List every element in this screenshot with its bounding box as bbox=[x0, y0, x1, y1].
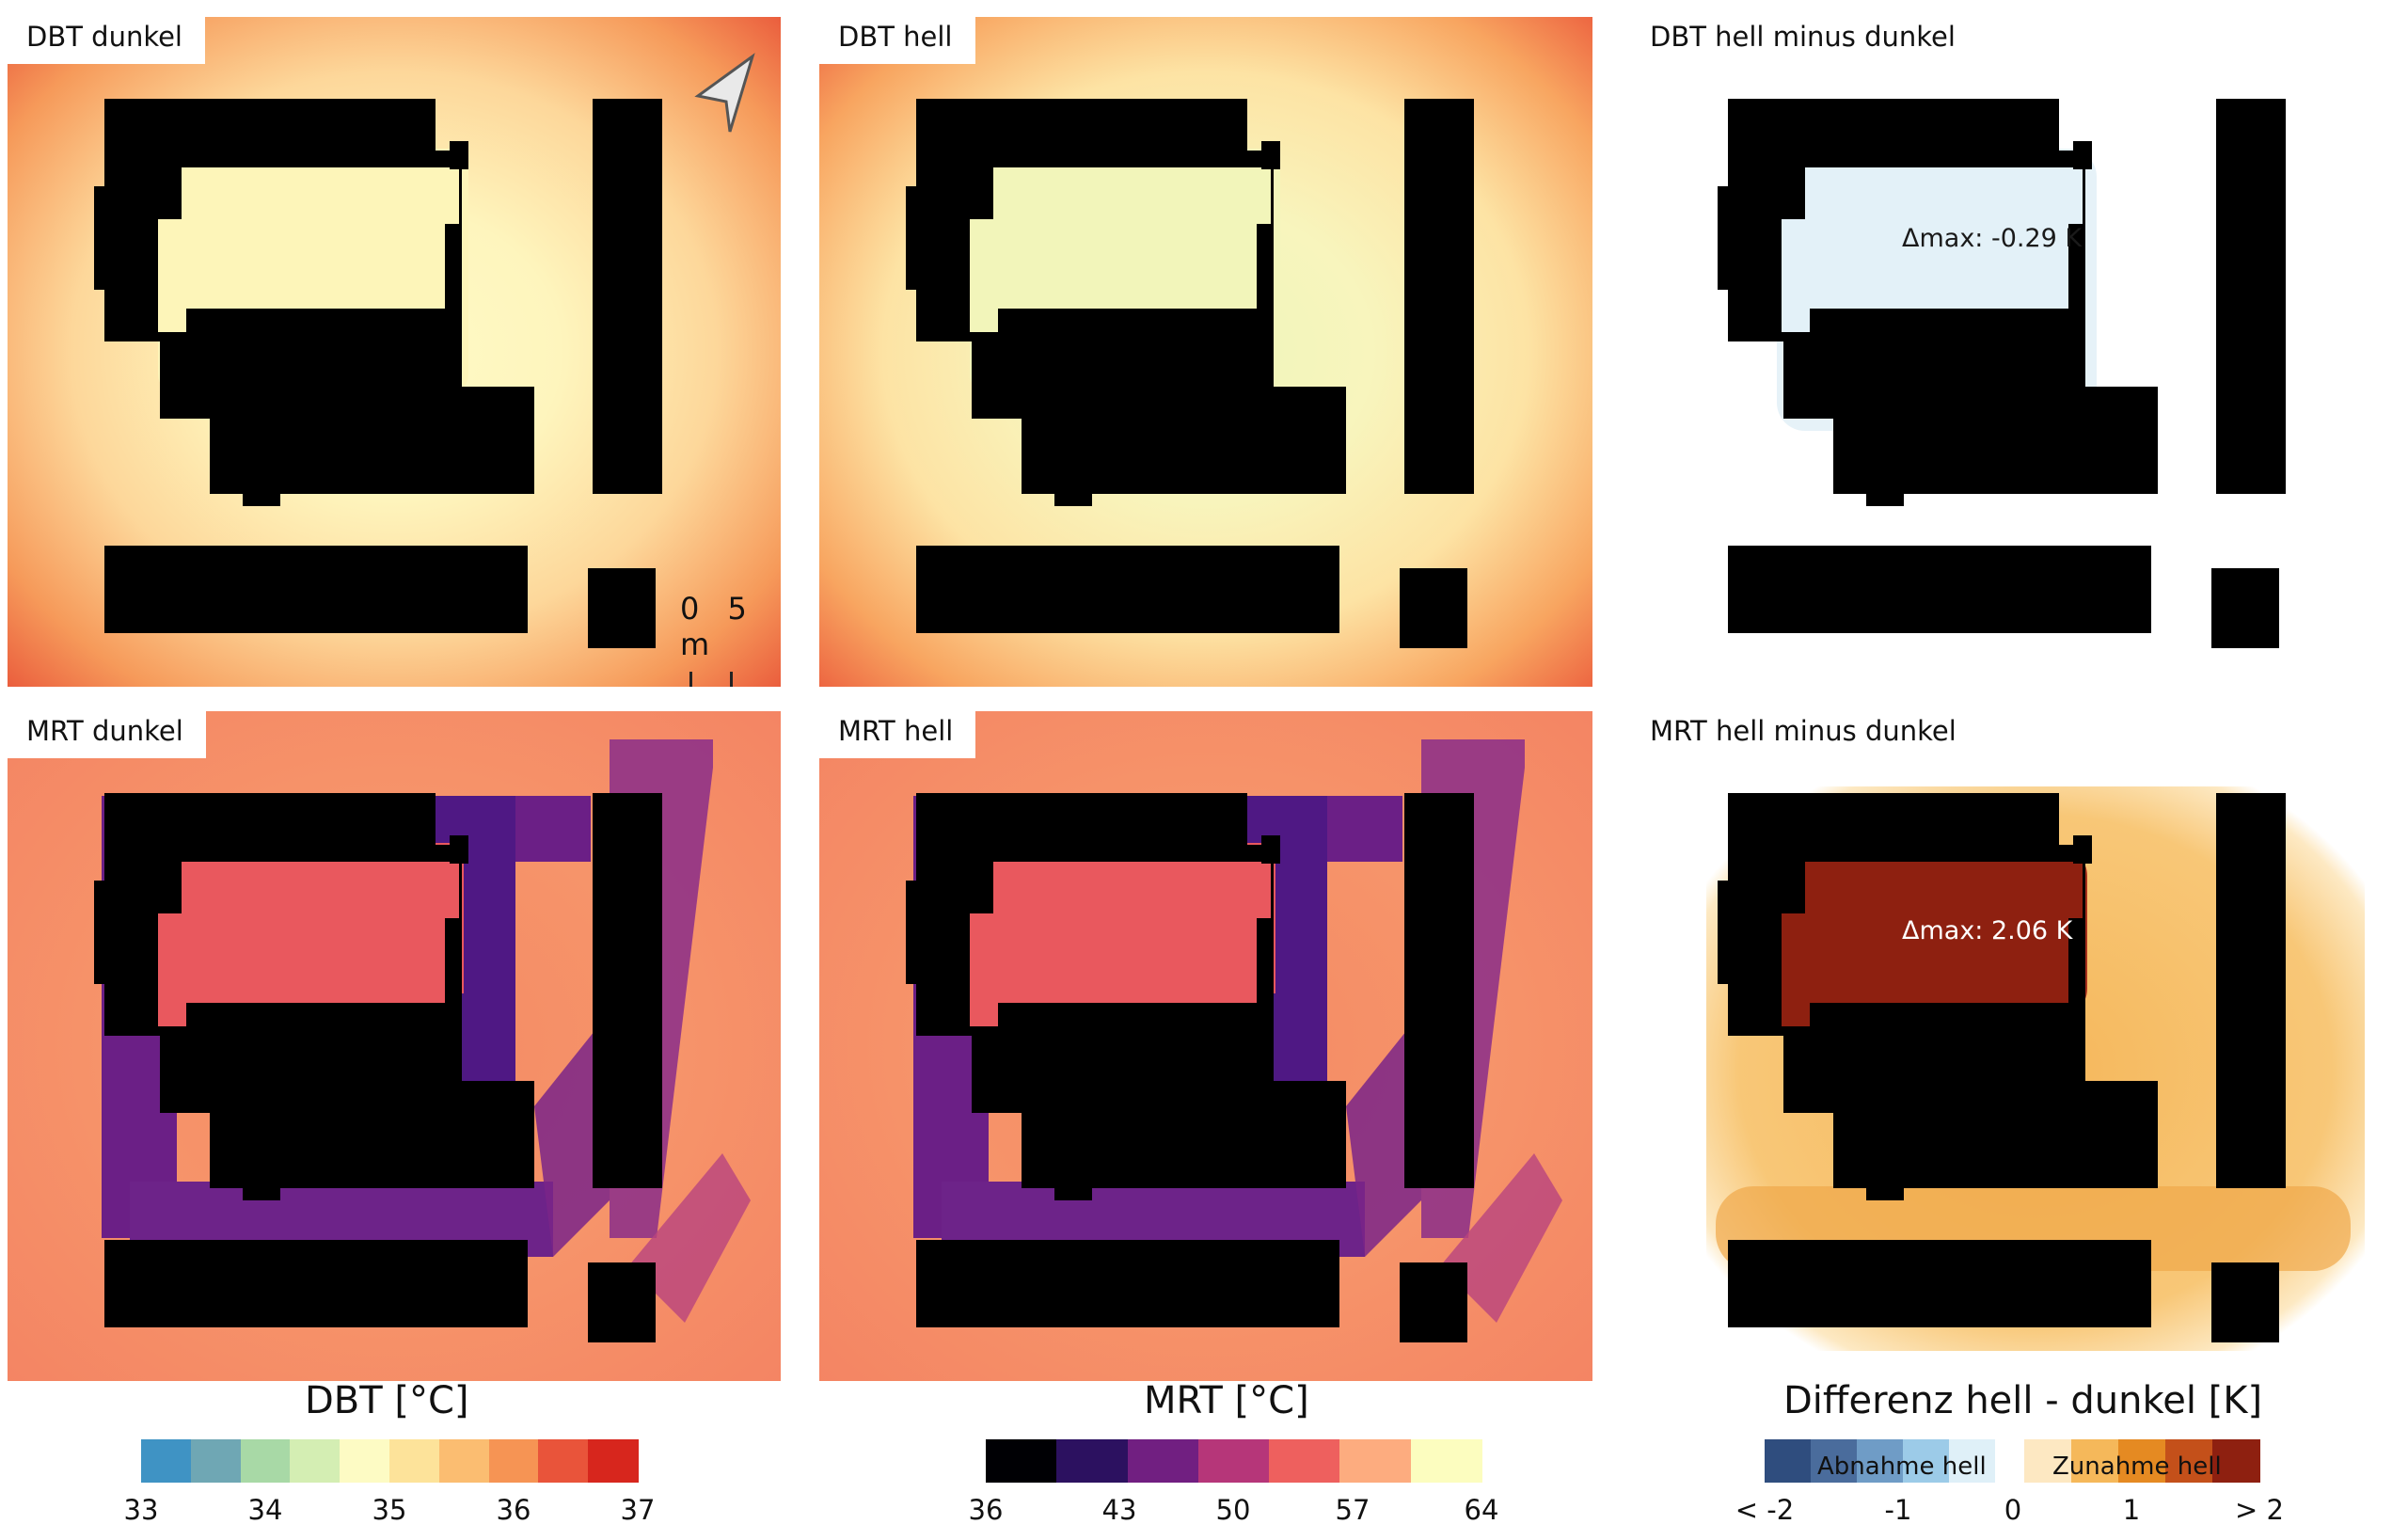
delta-max-annotation: Δmax: 2.06 K bbox=[1902, 916, 2073, 945]
legend-swatch bbox=[1857, 1439, 1904, 1483]
legend-swatch bbox=[1765, 1439, 1812, 1483]
legend-swatch bbox=[1339, 1439, 1412, 1483]
map-panel-mrt-hell: MRT hell bbox=[819, 711, 1592, 1381]
map-svg bbox=[1631, 711, 2404, 1381]
legend-swatch bbox=[340, 1439, 391, 1483]
legend-tick-label: 36 bbox=[496, 1494, 531, 1526]
legend-tick-label: 35 bbox=[372, 1494, 407, 1526]
legend-swatch bbox=[1056, 1439, 1129, 1483]
legend-swatch bbox=[2024, 1439, 2072, 1483]
legend-swatch bbox=[2071, 1439, 2119, 1483]
legend-swatch bbox=[290, 1439, 341, 1483]
panel-title: MRT hell minus dunkel bbox=[1650, 715, 1956, 747]
legend-label-increase: Zunahme hell bbox=[2052, 1453, 2222, 1481]
panel-title: DBT hell minus dunkel bbox=[1650, 21, 1956, 53]
legend-title-diff: Differenz hell - dunkel [K] bbox=[1783, 1379, 2263, 1422]
legend-swatch bbox=[1811, 1439, 1858, 1483]
legend-label-decrease: Abnahme hell bbox=[1817, 1453, 1987, 1481]
legend-tick-label: 34 bbox=[247, 1494, 283, 1526]
legend-colorbar-dbt bbox=[141, 1439, 640, 1483]
map-panel-mrt-dunkel: MRT dunkel bbox=[8, 711, 781, 1381]
map-svg bbox=[8, 17, 781, 687]
map-panel-dbt-dunkel: DBT dunkel 0 5 m bbox=[8, 17, 781, 687]
legend-swatch bbox=[389, 1439, 440, 1483]
map-panel-dbt-diff: DBT hell minus dunkel Δmax: -0.29 K bbox=[1631, 17, 2404, 687]
panel-title: DBT hell bbox=[819, 17, 975, 64]
legend-tick-label: > 2 bbox=[2235, 1494, 2284, 1526]
legend-swatch bbox=[1903, 1439, 1950, 1483]
legend-swatch bbox=[488, 1439, 540, 1483]
legend-swatch bbox=[986, 1439, 1058, 1483]
legend-tick-label: < -2 bbox=[1735, 1494, 1795, 1526]
legend-colorbar-diff-increase bbox=[2024, 1439, 2260, 1483]
legend-tick-label: 43 bbox=[1101, 1494, 1137, 1526]
legend-swatch bbox=[538, 1439, 590, 1483]
scale-bar: 0 5 m bbox=[680, 591, 781, 687]
legend-tick-label: 1 bbox=[2122, 1494, 2141, 1526]
scale-zero: 0 bbox=[680, 591, 700, 627]
legend-swatch bbox=[1269, 1439, 1341, 1483]
legend-tick-label: 50 bbox=[1215, 1494, 1251, 1526]
legend-swatch bbox=[2118, 1439, 2166, 1483]
legend-tick-label: -1 bbox=[1884, 1494, 1912, 1526]
legend-title-dbt: DBT [°C] bbox=[305, 1379, 469, 1422]
legend-colorbar-diff-decrease bbox=[1765, 1439, 1996, 1483]
legend-tick-label: 37 bbox=[620, 1494, 656, 1526]
legend-swatch bbox=[240, 1439, 292, 1483]
delta-max-annotation: Δmax: -0.29 K bbox=[1902, 224, 2083, 253]
legend-tick-label: 0 bbox=[2004, 1494, 2022, 1526]
legend-tick-label: 64 bbox=[1464, 1494, 1499, 1526]
map-svg bbox=[8, 711, 781, 1381]
map-svg bbox=[1631, 17, 2404, 687]
legend-swatch bbox=[2212, 1439, 2260, 1483]
legend-title-mrt: MRT [°C] bbox=[1144, 1379, 1309, 1422]
legend-tick-label: 33 bbox=[123, 1494, 159, 1526]
panel-title: MRT dunkel bbox=[8, 711, 206, 758]
legend-swatch bbox=[1197, 1439, 1271, 1483]
map-panel-dbt-hell: DBT hell bbox=[819, 17, 1592, 687]
scale-label: 5 m bbox=[680, 591, 747, 662]
panel-title: MRT hell bbox=[819, 711, 976, 758]
map-panel-mrt-diff: MRT hell minus dunkel Δmax: 2.06 K bbox=[1631, 711, 2404, 1381]
panel-title: DBT dunkel bbox=[8, 17, 205, 64]
legend-swatch bbox=[2165, 1439, 2213, 1483]
map-svg bbox=[819, 17, 1592, 687]
legend-colorbar-mrt bbox=[986, 1439, 1483, 1483]
legend-swatch bbox=[1127, 1439, 1199, 1483]
legend-tick-label: 57 bbox=[1335, 1494, 1370, 1526]
legend-swatch bbox=[1410, 1439, 1483, 1483]
legend-swatch bbox=[588, 1439, 640, 1483]
legend-swatch bbox=[141, 1439, 192, 1483]
legend-swatch bbox=[438, 1439, 490, 1483]
legend-tick-label: 36 bbox=[968, 1494, 1004, 1526]
map-svg bbox=[819, 711, 1592, 1381]
legend-swatch bbox=[190, 1439, 242, 1483]
legend-swatch bbox=[1949, 1439, 1996, 1483]
